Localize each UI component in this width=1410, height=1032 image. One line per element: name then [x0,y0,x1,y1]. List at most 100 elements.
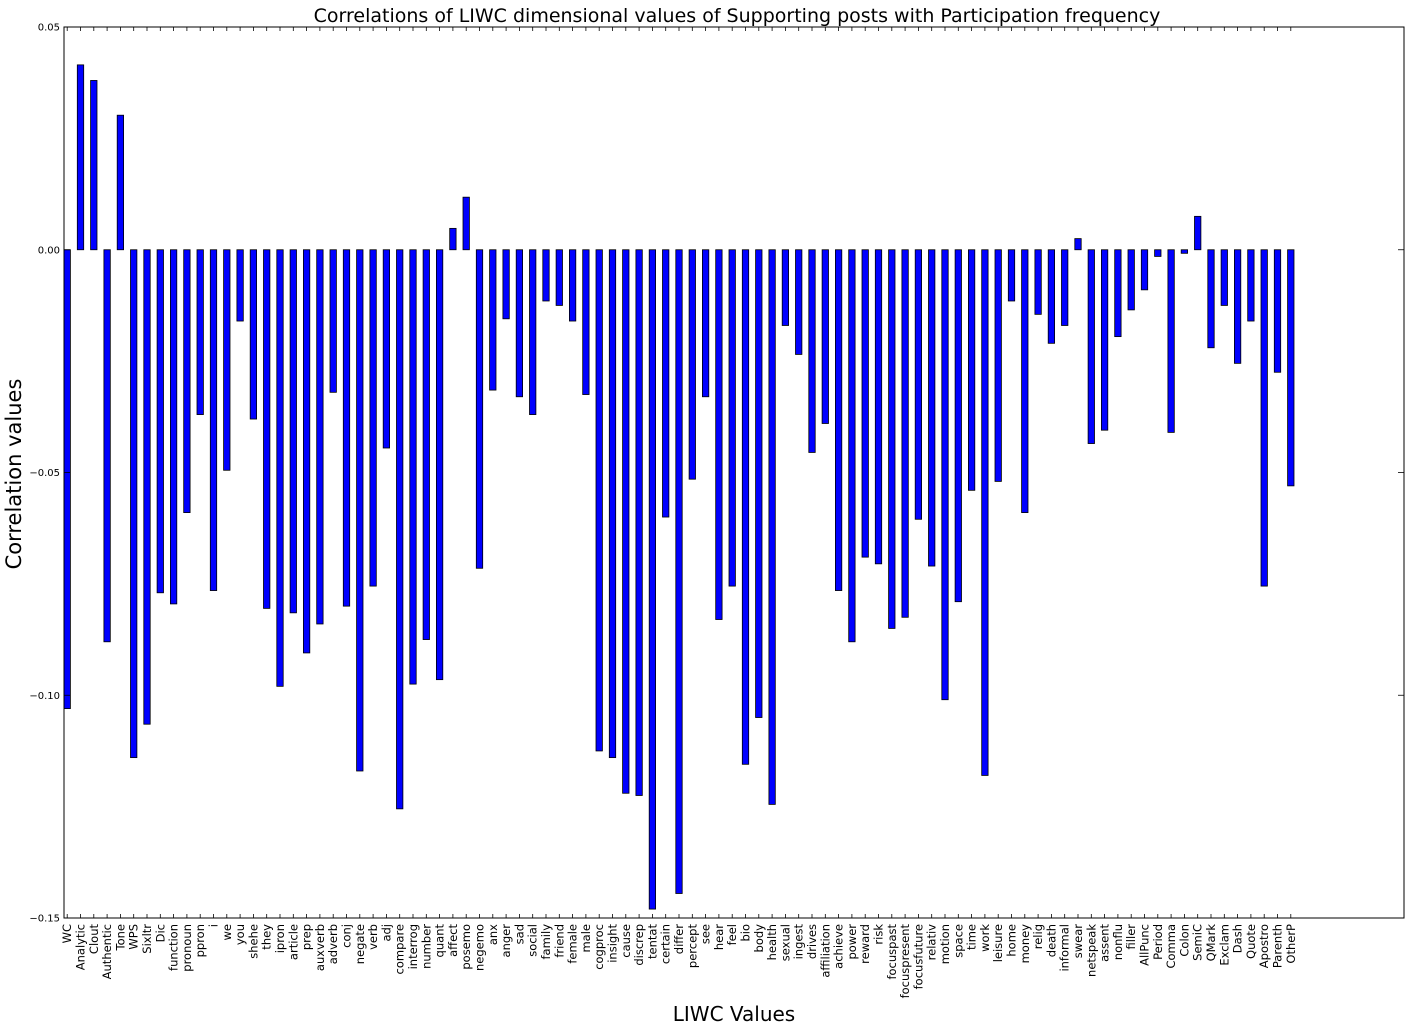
bar-adverb [329,249,337,393]
x-tick-label: family [539,924,553,960]
bar-health [768,249,776,805]
bar-Colon [1180,249,1188,254]
bar-number [422,249,430,640]
bar-risk [874,249,883,565]
bar-AllPunc [1140,249,1149,291]
x-tick-label: Analytic [74,924,88,970]
bar-power [848,249,856,643]
x-tick-label: negemo [473,924,487,971]
bar-Sixltr [143,249,151,725]
bar-time [968,249,976,491]
bar-function [169,249,178,605]
x-tick-label: achieve [832,924,846,969]
x-tick-label: they [260,924,274,950]
x-tick-label: money [1018,924,1032,964]
bar-WPS [130,249,138,759]
x-tick-label: hear [712,924,726,950]
bar-Comma [1167,249,1175,433]
bar-quant [435,249,444,681]
x-tick-label: certain [659,924,673,964]
x-tick-label: conj [340,924,354,948]
x-tick-label: adj [379,924,393,942]
bar-work [981,249,989,776]
bar-posemo [462,196,470,251]
x-tick-label: friend [552,924,566,958]
bar-differ [675,249,683,894]
bar-anger [502,249,510,320]
bar-hear [715,249,723,620]
x-tick-label: home [1005,924,1019,957]
x-tick-label: cogproc [592,924,606,970]
bar-bio [741,249,750,765]
bar-sexual [781,249,790,326]
bar-percept [688,249,696,480]
bar-discrep [635,249,643,796]
x-tick-label: focuspresent [898,924,912,999]
x-tick-label: Clout [87,924,101,955]
x-tick-label: AllPunc [1138,924,1152,966]
bar-anx [489,249,497,391]
bar-focuspresent [901,249,909,618]
x-tick-label: Apostro [1257,924,1271,968]
bar-Clout [90,80,98,251]
x-tick-label: relig [1031,924,1045,949]
bar-Authentic [103,249,111,643]
x-tick-label: prep [300,924,314,950]
bar-cogproc [595,249,603,752]
x-tick-label: power [845,924,859,960]
bar-focusfuture [914,249,923,520]
chart-title: Correlations of LIWC dimensional values … [314,5,1161,27]
x-tick-label: work [978,924,992,952]
x-tick-label: relativ [925,924,939,960]
x-tick-label: you [233,924,247,945]
y-axis-label: Correlation values [2,379,26,570]
x-tick-label: interrog [406,924,420,969]
x-tick-label: affiliation [818,924,832,978]
bar-you [236,249,244,322]
bar-swear [1074,238,1082,251]
ticks-group [64,26,1404,919]
x-tick-label: discrep [632,924,646,966]
x-tick-label: nonflu [1111,924,1125,960]
bar-assent [1101,249,1109,431]
bar-female [569,249,577,322]
bar-OtherP [1287,249,1295,487]
bar-compare [396,249,404,810]
x-tick-label: cause [619,924,633,958]
bar-cause [622,249,630,794]
x-tick-label: bio [739,924,753,942]
x-tick-label: function [167,924,181,971]
x-tick-label: anx [486,924,500,945]
x-tick-label: Exclam [1217,924,1231,966]
bar-WC [63,249,71,710]
x-tick-label: space [951,924,965,958]
bar-Tone [116,114,124,251]
x-tick-label: male [579,924,593,953]
x-tick-label: netspeak [1084,924,1098,977]
bar-article [289,249,297,614]
bar-nonflu [1114,249,1122,338]
bar-Quote [1247,249,1255,322]
x-tick-label: Authentic [100,924,114,979]
bar-insight [608,249,617,759]
x-tick-label: ppron [193,924,207,957]
bar-they [263,249,271,609]
x-tick-label: risk [872,924,886,945]
x-tick-label: body [752,924,766,953]
bar-feel [728,249,736,587]
x-tick-label: i [207,924,221,927]
x-tick-label: OtherP [1284,924,1298,964]
bar-verb [369,249,377,587]
bar-space [954,249,962,603]
bar-tentat [648,249,657,910]
x-tick-label: Dash [1231,924,1245,953]
bar-negemo [475,249,484,569]
x-tick-label: Comma [1164,924,1178,969]
bar-i [209,249,218,591]
x-tick-label: insight [606,924,620,963]
x-tick-label: Sixltr [140,924,154,954]
bar-ingest [795,249,803,355]
y-tick-label: −0.10 [29,691,60,702]
x-tick-label: ingest [792,924,806,960]
